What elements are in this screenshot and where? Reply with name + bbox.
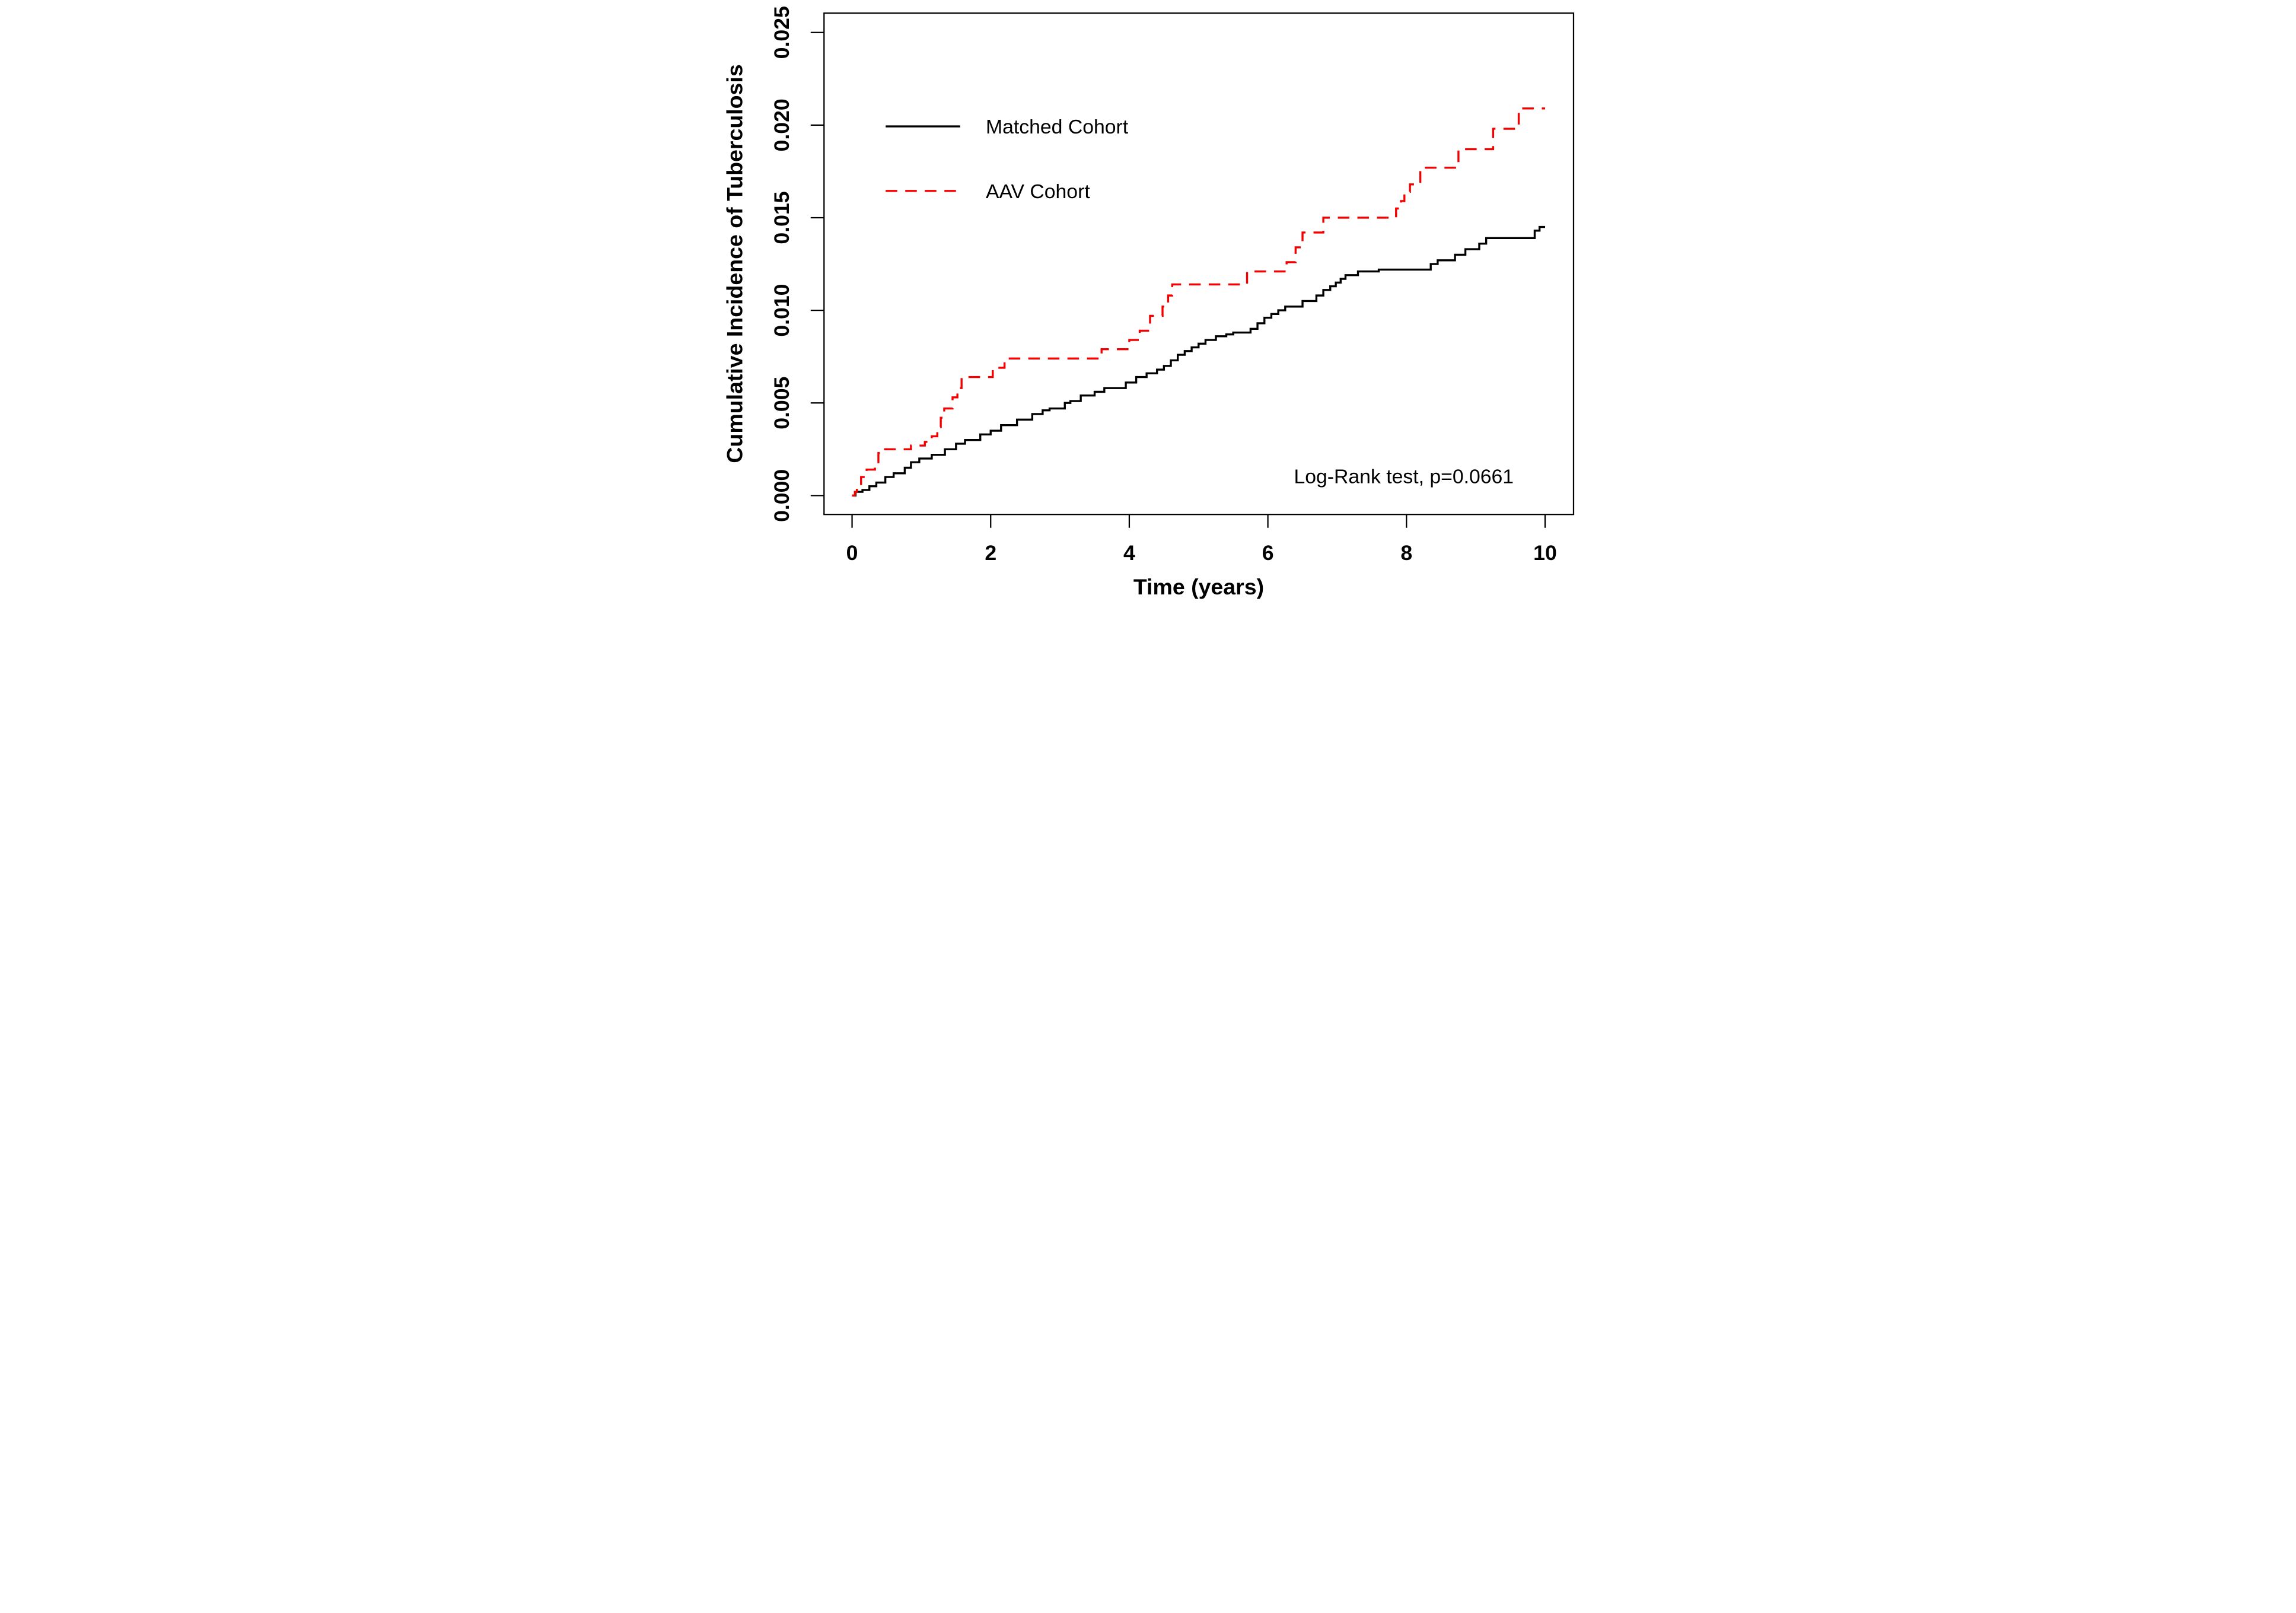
y-tick-label: 0.025 (770, 6, 794, 59)
cumulative-incidence-chart: 0 2 4 6 8 10 0.000 0.005 0.010 0.015 0.020 0.025 M… (718, 0, 1579, 605)
y-tick-label: 0.010 (770, 284, 794, 337)
x-tick-label: 6 (1262, 541, 1273, 565)
x-axis-ticks: 0 2 4 6 8 10 (846, 514, 1556, 565)
x-tick-label: 10 (1533, 541, 1557, 565)
x-axis-title: Time (years) (1133, 574, 1263, 599)
x-tick-label: 4 (1123, 541, 1135, 565)
legend: Matched Cohort AAV Cohort (885, 116, 1128, 203)
y-tick-label: 0.020 (770, 98, 794, 151)
log-rank-annotation: Log-Rank test, p=0.0661 (1294, 466, 1514, 488)
x-tick-label: 2 (985, 541, 996, 565)
aav-cohort-curve (852, 107, 1545, 497)
matched-cohort-curve (852, 225, 1545, 497)
y-tick-label: 0.000 (770, 469, 794, 522)
x-tick-label: 8 (1400, 541, 1412, 565)
chart-canvas: 0 2 4 6 8 10 0.000 0.005 0.010 0.015 0.020 0.025 M… (722, 6, 1574, 599)
y-tick-label: 0.005 (770, 377, 794, 430)
x-tick-label: 0 (846, 541, 858, 565)
y-axis-title: Cumulative Incidence of Tuberculosis (722, 64, 747, 463)
legend-label-matched-cohort: Matched Cohort (985, 116, 1128, 138)
legend-label-aav-cohort: AAV Cohort (985, 180, 1090, 203)
y-axis-ticks: 0.000 0.005 0.010 0.015 0.020 0.025 (770, 6, 824, 522)
plot-box (823, 12, 1574, 516)
y-tick-label: 0.015 (770, 191, 794, 244)
